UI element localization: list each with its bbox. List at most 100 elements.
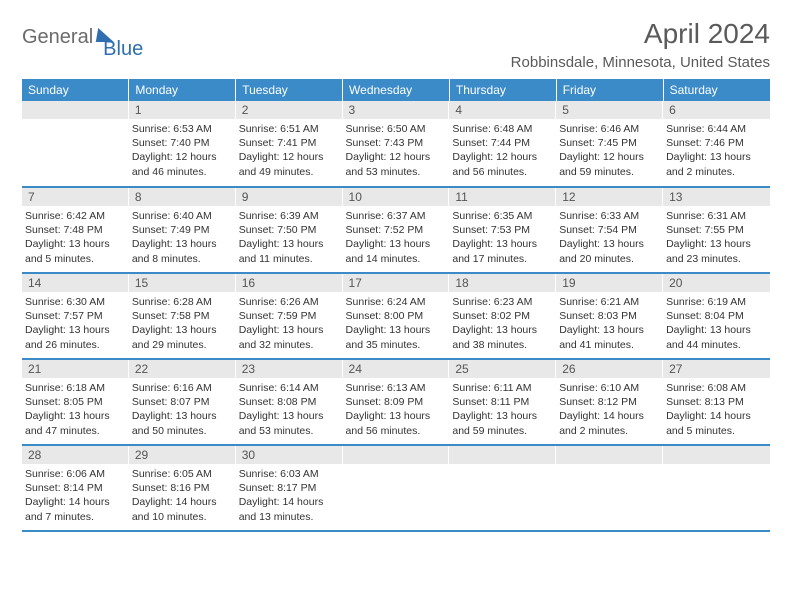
daylight-text: Daylight: 14 hours and 10 minutes. <box>132 495 230 523</box>
location-subtitle: Robbinsdale, Minnesota, United States <box>511 54 770 71</box>
month-title: April 2024 <box>511 18 770 50</box>
sunrise-text: Sunrise: 6:13 AM <box>346 381 444 395</box>
sunset-text: Sunset: 8:11 PM <box>452 395 550 409</box>
sunrise-text: Sunrise: 6:11 AM <box>452 381 550 395</box>
sunrise-text: Sunrise: 6:16 AM <box>132 381 230 395</box>
sunset-text: Sunset: 8:05 PM <box>25 395 123 409</box>
sunrise-text: Sunrise: 6:48 AM <box>452 122 550 136</box>
calendar-day-cell: 30Sunrise: 6:03 AMSunset: 8:17 PMDayligh… <box>236 445 343 531</box>
day-data: Sunrise: 6:37 AMSunset: 7:52 PMDaylight:… <box>343 206 450 269</box>
day-data: Sunrise: 6:08 AMSunset: 8:13 PMDaylight:… <box>663 378 770 441</box>
sunset-text: Sunset: 7:54 PM <box>559 223 657 237</box>
sunrise-text: Sunrise: 6:10 AM <box>559 381 657 395</box>
calendar-day-cell: 9Sunrise: 6:39 AMSunset: 7:50 PMDaylight… <box>236 187 343 273</box>
sunset-text: Sunset: 8:04 PM <box>666 309 764 323</box>
day-number <box>556 446 663 464</box>
calendar-day-cell <box>343 445 450 531</box>
day-data: Sunrise: 6:19 AMSunset: 8:04 PMDaylight:… <box>663 292 770 355</box>
weekday-header: Wednesday <box>343 79 450 101</box>
day-data: Sunrise: 6:10 AMSunset: 8:12 PMDaylight:… <box>556 378 663 441</box>
calendar-week-row: 14Sunrise: 6:30 AMSunset: 7:57 PMDayligh… <box>22 273 770 359</box>
day-number: 8 <box>129 188 236 206</box>
calendar-week-row: 21Sunrise: 6:18 AMSunset: 8:05 PMDayligh… <box>22 359 770 445</box>
calendar-day-cell: 7Sunrise: 6:42 AMSunset: 7:48 PMDaylight… <box>22 187 129 273</box>
day-number: 10 <box>343 188 450 206</box>
day-data: Sunrise: 6:18 AMSunset: 8:05 PMDaylight:… <box>22 378 129 441</box>
calendar-day-cell: 18Sunrise: 6:23 AMSunset: 8:02 PMDayligh… <box>449 273 556 359</box>
sunrise-text: Sunrise: 6:39 AM <box>239 209 337 223</box>
weekday-header: Tuesday <box>236 79 343 101</box>
daylight-text: Daylight: 13 hours and 47 minutes. <box>25 409 123 437</box>
day-data: Sunrise: 6:24 AMSunset: 8:00 PMDaylight:… <box>343 292 450 355</box>
sunset-text: Sunset: 8:00 PM <box>346 309 444 323</box>
sunrise-text: Sunrise: 6:35 AM <box>452 209 550 223</box>
daylight-text: Daylight: 14 hours and 5 minutes. <box>666 409 764 437</box>
calendar-day-cell: 25Sunrise: 6:11 AMSunset: 8:11 PMDayligh… <box>449 359 556 445</box>
sunset-text: Sunset: 7:58 PM <box>132 309 230 323</box>
calendar-day-cell: 16Sunrise: 6:26 AMSunset: 7:59 PMDayligh… <box>236 273 343 359</box>
sunset-text: Sunset: 8:17 PM <box>239 481 337 495</box>
calendar-day-cell <box>556 445 663 531</box>
day-number: 5 <box>556 101 663 119</box>
sunrise-text: Sunrise: 6:26 AM <box>239 295 337 309</box>
daylight-text: Daylight: 12 hours and 59 minutes. <box>559 150 657 178</box>
day-number: 6 <box>663 101 770 119</box>
daylight-text: Daylight: 13 hours and 8 minutes. <box>132 237 230 265</box>
day-data: Sunrise: 6:42 AMSunset: 7:48 PMDaylight:… <box>22 206 129 269</box>
weekday-header: Sunday <box>22 79 129 101</box>
daylight-text: Daylight: 13 hours and 29 minutes. <box>132 323 230 351</box>
sunset-text: Sunset: 7:41 PM <box>239 136 337 150</box>
day-data: Sunrise: 6:11 AMSunset: 8:11 PMDaylight:… <box>449 378 556 441</box>
weekday-header: Friday <box>556 79 663 101</box>
sunset-text: Sunset: 8:13 PM <box>666 395 764 409</box>
day-number: 4 <box>449 101 556 119</box>
sunrise-text: Sunrise: 6:03 AM <box>239 467 337 481</box>
calendar-day-cell: 26Sunrise: 6:10 AMSunset: 8:12 PMDayligh… <box>556 359 663 445</box>
calendar-day-cell: 14Sunrise: 6:30 AMSunset: 7:57 PMDayligh… <box>22 273 129 359</box>
day-number: 22 <box>129 360 236 378</box>
day-data: Sunrise: 6:31 AMSunset: 7:55 PMDaylight:… <box>663 206 770 269</box>
daylight-text: Daylight: 12 hours and 49 minutes. <box>239 150 337 178</box>
sunset-text: Sunset: 8:08 PM <box>239 395 337 409</box>
daylight-text: Daylight: 13 hours and 50 minutes. <box>132 409 230 437</box>
sunset-text: Sunset: 7:40 PM <box>132 136 230 150</box>
day-data: Sunrise: 6:44 AMSunset: 7:46 PMDaylight:… <box>663 119 770 182</box>
calendar-day-cell: 11Sunrise: 6:35 AMSunset: 7:53 PMDayligh… <box>449 187 556 273</box>
daylight-text: Daylight: 13 hours and 5 minutes. <box>25 237 123 265</box>
daylight-text: Daylight: 12 hours and 56 minutes. <box>452 150 550 178</box>
sunset-text: Sunset: 8:12 PM <box>559 395 657 409</box>
day-number: 21 <box>22 360 129 378</box>
sunrise-text: Sunrise: 6:05 AM <box>132 467 230 481</box>
sunset-text: Sunset: 8:16 PM <box>132 481 230 495</box>
sunrise-text: Sunrise: 6:21 AM <box>559 295 657 309</box>
day-data: Sunrise: 6:28 AMSunset: 7:58 PMDaylight:… <box>129 292 236 355</box>
day-data: Sunrise: 6:51 AMSunset: 7:41 PMDaylight:… <box>236 119 343 182</box>
sunrise-text: Sunrise: 6:46 AM <box>559 122 657 136</box>
calendar-day-cell: 24Sunrise: 6:13 AMSunset: 8:09 PMDayligh… <box>343 359 450 445</box>
day-number <box>449 446 556 464</box>
daylight-text: Daylight: 13 hours and 23 minutes. <box>666 237 764 265</box>
sunrise-text: Sunrise: 6:31 AM <box>666 209 764 223</box>
day-data: Sunrise: 6:16 AMSunset: 8:07 PMDaylight:… <box>129 378 236 441</box>
day-number: 2 <box>236 101 343 119</box>
day-number: 3 <box>343 101 450 119</box>
calendar-day-cell: 3Sunrise: 6:50 AMSunset: 7:43 PMDaylight… <box>343 101 450 187</box>
day-number <box>663 446 770 464</box>
sunrise-text: Sunrise: 6:50 AM <box>346 122 444 136</box>
day-data: Sunrise: 6:39 AMSunset: 7:50 PMDaylight:… <box>236 206 343 269</box>
title-block: April 2024 Robbinsdale, Minnesota, Unite… <box>511 18 770 71</box>
sunset-text: Sunset: 7:50 PM <box>239 223 337 237</box>
day-data: Sunrise: 6:35 AMSunset: 7:53 PMDaylight:… <box>449 206 556 269</box>
sunrise-text: Sunrise: 6:30 AM <box>25 295 123 309</box>
calendar-day-cell: 15Sunrise: 6:28 AMSunset: 7:58 PMDayligh… <box>129 273 236 359</box>
sunrise-text: Sunrise: 6:40 AM <box>132 209 230 223</box>
day-number: 7 <box>22 188 129 206</box>
sunset-text: Sunset: 7:49 PM <box>132 223 230 237</box>
calendar-day-cell: 12Sunrise: 6:33 AMSunset: 7:54 PMDayligh… <box>556 187 663 273</box>
sunset-text: Sunset: 7:43 PM <box>346 136 444 150</box>
daylight-text: Daylight: 13 hours and 38 minutes. <box>452 323 550 351</box>
calendar-day-cell: 29Sunrise: 6:05 AMSunset: 8:16 PMDayligh… <box>129 445 236 531</box>
calendar-day-cell: 23Sunrise: 6:14 AMSunset: 8:08 PMDayligh… <box>236 359 343 445</box>
daylight-text: Daylight: 13 hours and 2 minutes. <box>666 150 764 178</box>
calendar-day-cell <box>22 101 129 187</box>
